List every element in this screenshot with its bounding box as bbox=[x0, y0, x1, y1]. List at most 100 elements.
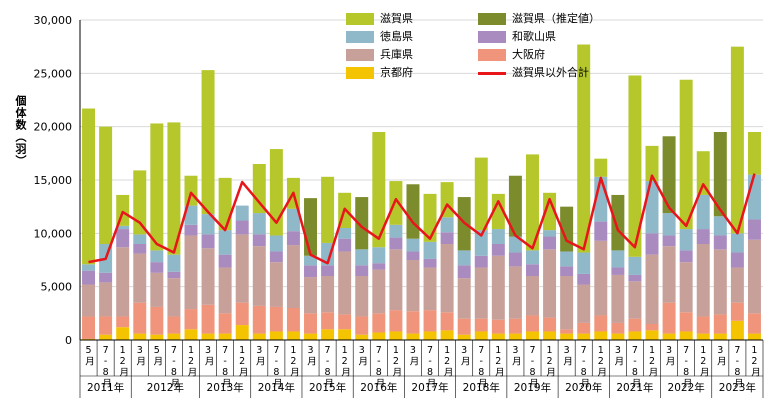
bar-segment bbox=[286, 231, 300, 246]
legend-swatch bbox=[346, 67, 374, 79]
year-label: 2014年 bbox=[258, 381, 295, 394]
bar-segment bbox=[252, 164, 266, 214]
bar-segment bbox=[82, 338, 96, 340]
bar-segment bbox=[696, 316, 710, 334]
bar-segment bbox=[235, 325, 249, 340]
x-tick-label: 12月 bbox=[339, 345, 351, 377]
x-tick-label: 3月 bbox=[612, 345, 624, 366]
legend-label: 滋賀県（推定値） bbox=[512, 12, 600, 25]
bar-segment bbox=[577, 273, 591, 285]
bar-segment bbox=[628, 281, 642, 319]
bar-segment bbox=[474, 230, 488, 256]
legend-swatch bbox=[346, 49, 374, 61]
bar-segment bbox=[338, 228, 352, 239]
bar-segment bbox=[99, 282, 113, 317]
legend-label: 滋賀県以外合計 bbox=[512, 66, 589, 79]
x-tick-label: 7-8月 bbox=[100, 345, 112, 388]
x-tick-label: 12月 bbox=[390, 345, 402, 377]
bar-segment bbox=[713, 132, 727, 217]
bar-segment bbox=[201, 248, 215, 305]
bar-segment bbox=[730, 267, 744, 303]
bar-segment bbox=[321, 242, 335, 266]
bar-segment bbox=[611, 250, 625, 268]
legend-swatch bbox=[478, 31, 506, 43]
bar-segment bbox=[235, 220, 249, 235]
bar-segment bbox=[508, 252, 522, 267]
bar-segment bbox=[235, 234, 249, 303]
legend-item: 京都府 bbox=[346, 64, 413, 80]
bar-segment bbox=[645, 233, 659, 255]
bar-segment bbox=[747, 239, 761, 314]
bar-segment bbox=[99, 126, 113, 244]
bar-segment bbox=[218, 254, 232, 268]
bar-segment bbox=[474, 267, 488, 319]
x-tick-label: 7-8月 bbox=[681, 345, 693, 388]
x-tick-label: 3月 bbox=[510, 345, 522, 366]
bar-segment bbox=[150, 334, 164, 340]
bar-segment bbox=[423, 241, 437, 259]
legend-label: 徳島県 bbox=[380, 30, 413, 43]
bar-segment bbox=[696, 333, 710, 340]
x-tick-label: 7-8月 bbox=[578, 345, 590, 388]
x-tick-label: 7-8月 bbox=[168, 345, 180, 388]
bar-segment bbox=[543, 331, 557, 340]
bar-segment bbox=[525, 264, 539, 276]
bar-segment bbox=[99, 272, 113, 283]
bar-segment bbox=[423, 331, 437, 340]
bar-segment bbox=[525, 154, 539, 251]
bar-segment bbox=[252, 213, 266, 235]
legend-label: 和歌山県 bbox=[512, 30, 556, 43]
bar-segment bbox=[679, 312, 693, 332]
bar-segment bbox=[269, 306, 283, 332]
x-tick-label: 3月 bbox=[715, 345, 727, 366]
x-tick-label: 3月 bbox=[356, 345, 368, 366]
bar-segment bbox=[150, 250, 164, 263]
bar-segment bbox=[150, 262, 164, 273]
bar-segment bbox=[355, 265, 369, 276]
bar-segment bbox=[543, 317, 557, 332]
bar-segment bbox=[679, 229, 693, 251]
bar-segment bbox=[321, 265, 335, 276]
bar-segment bbox=[662, 235, 676, 247]
legend-item: 兵庫県 bbox=[346, 46, 413, 62]
bar-segment bbox=[338, 238, 352, 252]
bar-segment bbox=[543, 192, 557, 231]
bar-segment bbox=[167, 254, 181, 272]
bar-segment bbox=[560, 333, 574, 340]
bar-segment bbox=[252, 246, 266, 306]
x-tick-label: 5月 bbox=[151, 345, 163, 366]
bar-segment bbox=[116, 247, 130, 317]
x-tick-label: 3月 bbox=[203, 345, 215, 366]
bar-segment bbox=[116, 327, 130, 340]
bar-segment bbox=[423, 267, 437, 311]
bar-segment bbox=[372, 263, 386, 270]
x-tick-label: 3月 bbox=[254, 345, 266, 366]
bar-segment bbox=[679, 262, 693, 313]
bar-segment bbox=[355, 276, 369, 317]
x-tick-label: 7-8月 bbox=[425, 345, 437, 388]
bar-segment bbox=[560, 329, 574, 334]
bar-segment bbox=[543, 230, 557, 237]
bar-segment bbox=[747, 174, 761, 220]
x-tick-label: 3月 bbox=[407, 345, 419, 366]
y-axis-label: 個体数（羽） bbox=[14, 95, 27, 167]
legend-swatch bbox=[478, 13, 506, 25]
bar-segment bbox=[184, 329, 198, 340]
bar-segment bbox=[423, 310, 437, 332]
bar-segment bbox=[99, 316, 113, 335]
bar-segment bbox=[662, 302, 676, 334]
bar-segment bbox=[577, 333, 591, 340]
bar-segment bbox=[389, 237, 403, 250]
year-label: 2018年 bbox=[463, 381, 500, 394]
bar-segment bbox=[150, 272, 164, 307]
bar-segment bbox=[611, 194, 625, 251]
bar-segment bbox=[269, 251, 283, 263]
bar-segment bbox=[201, 304, 215, 334]
bar-segment bbox=[116, 225, 130, 230]
gridlines bbox=[80, 19, 763, 288]
bar-segment bbox=[184, 235, 198, 310]
bar-segment bbox=[628, 331, 642, 340]
legend-item: 滋賀県 bbox=[346, 10, 413, 26]
bar-segment bbox=[406, 333, 420, 340]
bar-segment bbox=[304, 277, 318, 314]
